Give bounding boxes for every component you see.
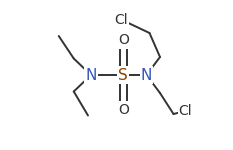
Text: Cl: Cl bbox=[179, 104, 192, 118]
Text: O: O bbox=[118, 33, 129, 48]
Text: N: N bbox=[85, 68, 97, 82]
Text: Cl: Cl bbox=[114, 12, 128, 27]
Text: S: S bbox=[118, 68, 128, 82]
Text: N: N bbox=[141, 68, 152, 82]
Text: O: O bbox=[118, 102, 129, 117]
